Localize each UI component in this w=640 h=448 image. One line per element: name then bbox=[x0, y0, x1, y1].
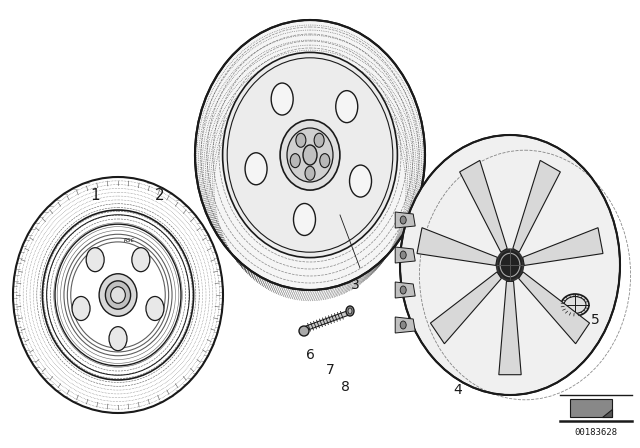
Ellipse shape bbox=[400, 321, 406, 329]
Text: 3: 3 bbox=[351, 278, 360, 292]
Polygon shape bbox=[396, 282, 415, 298]
Ellipse shape bbox=[400, 216, 406, 224]
Ellipse shape bbox=[299, 326, 309, 336]
Ellipse shape bbox=[245, 153, 267, 185]
Polygon shape bbox=[431, 272, 501, 344]
Text: 6: 6 bbox=[305, 348, 314, 362]
Text: 7: 7 bbox=[326, 363, 334, 377]
Ellipse shape bbox=[320, 154, 330, 168]
Ellipse shape bbox=[290, 154, 300, 168]
Ellipse shape bbox=[280, 120, 340, 190]
Polygon shape bbox=[417, 228, 497, 265]
Ellipse shape bbox=[314, 133, 324, 147]
Ellipse shape bbox=[72, 297, 90, 320]
Ellipse shape bbox=[497, 250, 524, 280]
Ellipse shape bbox=[109, 327, 127, 351]
Ellipse shape bbox=[271, 83, 293, 115]
Polygon shape bbox=[396, 247, 415, 263]
Text: 1: 1 bbox=[90, 188, 100, 202]
Polygon shape bbox=[518, 272, 589, 344]
Polygon shape bbox=[460, 160, 507, 252]
Ellipse shape bbox=[348, 308, 352, 314]
Ellipse shape bbox=[400, 286, 406, 294]
Text: 5: 5 bbox=[591, 313, 600, 327]
Polygon shape bbox=[523, 228, 603, 265]
Ellipse shape bbox=[400, 135, 620, 395]
Ellipse shape bbox=[99, 274, 137, 316]
Ellipse shape bbox=[346, 306, 354, 316]
Ellipse shape bbox=[296, 133, 306, 147]
Polygon shape bbox=[602, 409, 612, 417]
Ellipse shape bbox=[561, 294, 589, 316]
Ellipse shape bbox=[336, 90, 358, 123]
Ellipse shape bbox=[146, 297, 164, 320]
Ellipse shape bbox=[195, 20, 425, 290]
Ellipse shape bbox=[303, 145, 317, 165]
Ellipse shape bbox=[223, 52, 397, 258]
Ellipse shape bbox=[400, 251, 406, 259]
Ellipse shape bbox=[305, 166, 315, 180]
Text: 8: 8 bbox=[340, 380, 349, 394]
Ellipse shape bbox=[111, 287, 125, 303]
Polygon shape bbox=[396, 212, 415, 228]
Polygon shape bbox=[513, 160, 561, 252]
Ellipse shape bbox=[287, 128, 333, 182]
Text: RSC: RSC bbox=[124, 237, 136, 242]
Text: 4: 4 bbox=[454, 383, 462, 397]
Ellipse shape bbox=[294, 203, 316, 236]
Text: 2: 2 bbox=[155, 188, 165, 202]
Ellipse shape bbox=[106, 281, 131, 309]
Polygon shape bbox=[396, 317, 415, 333]
Polygon shape bbox=[570, 399, 612, 417]
Ellipse shape bbox=[132, 248, 150, 271]
Ellipse shape bbox=[349, 165, 372, 197]
Text: 00183628: 00183628 bbox=[575, 427, 618, 436]
Ellipse shape bbox=[86, 248, 104, 271]
Polygon shape bbox=[499, 281, 521, 375]
